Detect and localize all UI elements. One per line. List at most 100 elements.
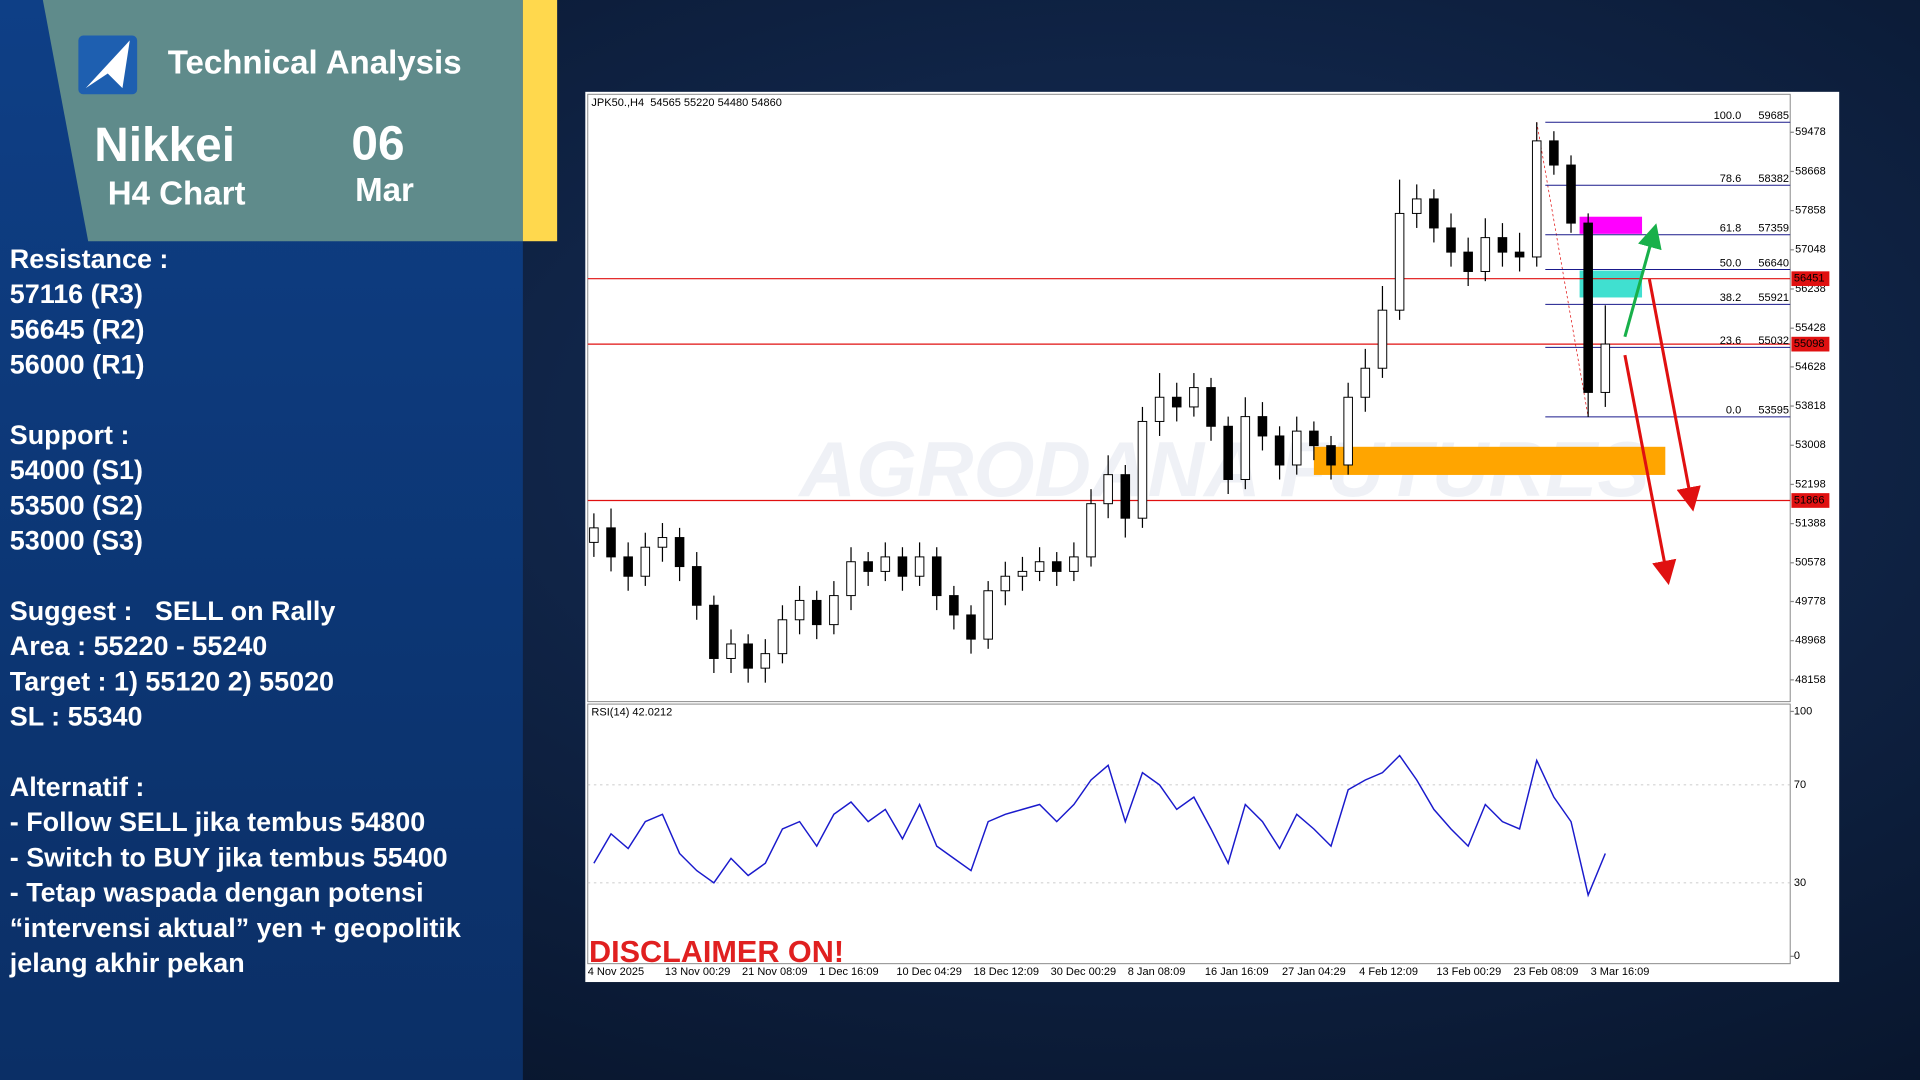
- arrow-down: [1647, 278, 1701, 512]
- y-tick-label: 48158: [1795, 674, 1826, 686]
- fib-level: 61.8: [1720, 223, 1741, 235]
- price-tag-label: 55098: [1794, 338, 1825, 350]
- candle-body: [863, 561, 873, 572]
- x-tick-label: 13 Feb 00:29: [1436, 966, 1501, 978]
- y-tick-label: 57858: [1795, 205, 1826, 217]
- candle-body: [1034, 561, 1045, 572]
- candle-body: [1154, 396, 1165, 422]
- candle-body: [657, 537, 668, 548]
- x-tick-label: 3 Mar 16:09: [1591, 966, 1650, 978]
- candle-body: [1051, 561, 1062, 572]
- note-line: 53000 (S3): [10, 526, 143, 556]
- price-tag-label: 51866: [1794, 494, 1825, 506]
- candle-body: [1549, 140, 1559, 166]
- fib-diagonal: [1536, 122, 1589, 417]
- candle-body: [1223, 425, 1233, 480]
- y-tick-label: 0: [1794, 950, 1800, 962]
- candle-body: [1309, 430, 1319, 447]
- candle-body: [1566, 164, 1576, 224]
- y-tick-label: 53818: [1795, 400, 1826, 412]
- candle-body: [829, 595, 839, 626]
- chart: 4 Nov 2025 13 Nov 00:29 21 Nov 08:09 1 Dec …: [587, 97, 1830, 978]
- header-title: Technical Analysis: [168, 45, 462, 82]
- x-tick-label: 4 Nov 2025: [588, 966, 644, 978]
- candle-body: [949, 595, 959, 616]
- fib-level: 100.0: [1714, 110, 1742, 122]
- candle-body: [1017, 570, 1028, 577]
- candle-body: [1171, 396, 1182, 408]
- candle-body: [623, 556, 633, 577]
- candle-body: [640, 546, 651, 577]
- candle-body: [674, 537, 685, 568]
- pane-title: RSI(14) 42.0212: [591, 707, 672, 719]
- price-tag: [1791, 336, 1830, 352]
- x-tick-label: 23 Feb 08:09: [1513, 966, 1578, 978]
- candle-body: [1274, 435, 1285, 466]
- candle-body: [966, 614, 976, 640]
- candle-body: [794, 599, 805, 621]
- note-line: Support :: [10, 420, 130, 450]
- candle-body: [1394, 212, 1405, 311]
- x-tick-label: 16 Jan 16:09: [1205, 966, 1269, 978]
- candle-body: [743, 643, 753, 669]
- candle-body: [1086, 503, 1096, 558]
- x-tick-label: 30 Dec 00:29: [1051, 966, 1117, 978]
- note-line: Alternatif :: [10, 772, 145, 802]
- timeframe: H4 Chart: [108, 176, 246, 213]
- note-line: 57116 (R3): [10, 279, 143, 309]
- y-tick-label: 50578: [1795, 557, 1826, 569]
- note-line: SL : 55340: [10, 702, 143, 732]
- fib-price: 53595: [1758, 405, 1789, 417]
- candle-body: [1446, 227, 1456, 253]
- y-tick-label: 54628: [1795, 361, 1826, 373]
- candle-body: [1000, 575, 1011, 592]
- y-tick-label: 49778: [1795, 595, 1826, 607]
- price-tag: [1791, 493, 1830, 508]
- note-line: Target : 1) 55120 2) 55020: [10, 666, 334, 696]
- pane-title: JPK50.,H4 54565 55220 54480 54860: [591, 97, 782, 109]
- y-tick-label: 52198: [1795, 478, 1826, 490]
- candle-body: [1360, 367, 1371, 398]
- day: 06: [351, 118, 404, 171]
- month: Mar: [355, 172, 414, 209]
- x-tick-label: 4 Feb 12:09: [1359, 966, 1418, 978]
- disclaimer: DISCLAIMER ON!: [589, 935, 844, 969]
- candle-body: [1463, 251, 1473, 272]
- candle-body: [846, 561, 856, 597]
- fib-price: 57359: [1758, 223, 1789, 235]
- note-line: Suggest : SELL on Rally: [10, 596, 336, 626]
- candle-body: [1343, 396, 1353, 466]
- candle-body: [1429, 198, 1439, 229]
- candle-body: [897, 556, 908, 577]
- fib-price: 58382: [1758, 173, 1789, 185]
- arrow-up: [1623, 223, 1662, 338]
- x-tick-label: 18 Dec 12:09: [973, 966, 1039, 978]
- fib-level: 38.2: [1720, 292, 1741, 304]
- candle-body: [880, 556, 891, 572]
- candle-body: [1189, 387, 1199, 408]
- note-line: 54000 (S1): [10, 455, 143, 485]
- x-tick-label: 8 Jan 08:09: [1128, 966, 1186, 978]
- candle-body: [691, 566, 702, 606]
- candle-body: [1137, 420, 1148, 519]
- x-tick-label: 27 Jan 04:29: [1282, 966, 1346, 978]
- note-line: jelang akhir pekan: [9, 948, 245, 978]
- y-tick-label: 55428: [1795, 322, 1826, 334]
- candle-body: [1291, 430, 1302, 466]
- x-tick-label: 13 Nov 00:29: [665, 966, 731, 978]
- candle-body: [983, 590, 993, 640]
- candle-body: [1600, 343, 1611, 393]
- y-tick-label: 59478: [1795, 126, 1826, 138]
- candle-body: [1240, 416, 1251, 480]
- candle-body: [1497, 237, 1508, 253]
- y-tick-label: 48968: [1795, 635, 1826, 647]
- note-line: “intervensi aktual” yen + geopolitik: [10, 913, 461, 943]
- candle-body: [1103, 474, 1113, 505]
- candle-body: [1377, 309, 1388, 369]
- y-tick-label: 58668: [1795, 165, 1826, 177]
- candle-body: [1069, 556, 1079, 572]
- y-tick-label: 100: [1794, 705, 1812, 717]
- price-tag-label: 56451: [1794, 273, 1825, 285]
